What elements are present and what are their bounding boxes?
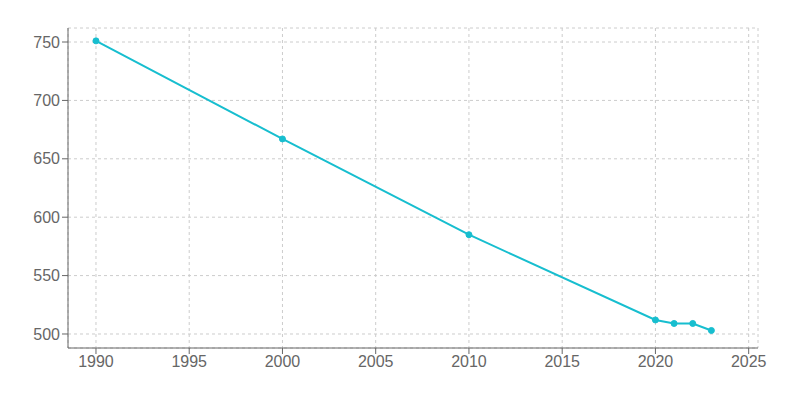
svg-text:1995: 1995 [171,353,207,370]
svg-text:1990: 1990 [78,353,114,370]
svg-text:2020: 2020 [638,353,674,370]
svg-text:2010: 2010 [451,353,487,370]
svg-text:650: 650 [33,150,60,167]
svg-text:2005: 2005 [358,353,394,370]
svg-text:750: 750 [33,34,60,51]
svg-text:700: 700 [33,92,60,109]
svg-text:2025: 2025 [731,353,767,370]
svg-text:2015: 2015 [544,353,580,370]
svg-text:500: 500 [33,326,60,343]
svg-text:600: 600 [33,209,60,226]
svg-text:2000: 2000 [265,353,301,370]
svg-text:550: 550 [33,267,60,284]
